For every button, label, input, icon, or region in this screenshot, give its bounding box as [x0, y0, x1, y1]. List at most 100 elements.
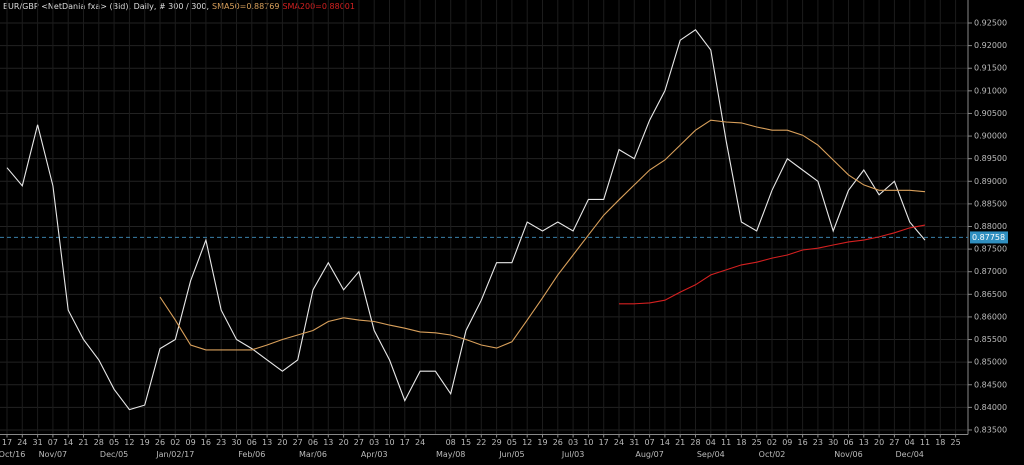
y-tick-label: 0.85500 — [974, 335, 1007, 344]
x-tick-label: 18 — [736, 438, 746, 447]
x-tick-label: 13 — [262, 438, 272, 447]
x-tick-label: 24 — [17, 438, 27, 447]
x-tick-label: 03 — [369, 438, 379, 447]
x-tick-label: 14 — [660, 438, 670, 447]
x-tick-label: 25 — [752, 438, 762, 447]
y-tick-label: 0.83500 — [974, 425, 1007, 434]
x-tick-label: 07 — [48, 438, 58, 447]
month-label: Nov/07 — [39, 450, 68, 459]
y-tick-label: 0.89500 — [974, 154, 1007, 163]
x-tick-label: 03 — [568, 438, 578, 447]
month-label: Dec/05 — [100, 450, 128, 459]
x-tick-label: 20 — [874, 438, 884, 447]
x-tick-label: 17 — [400, 438, 410, 447]
x-tick-label: 09 — [782, 438, 792, 447]
x-tick-label: 30 — [231, 438, 241, 447]
x-tick-label: 07 — [645, 438, 655, 447]
x-tick-label: 04 — [706, 438, 716, 447]
x-tick-label: 26 — [155, 438, 165, 447]
y-tick-label: 0.84500 — [974, 380, 1007, 389]
y-tick-label: 0.91000 — [974, 86, 1007, 95]
x-tick-label: 02 — [767, 438, 777, 447]
x-tick-label: 31 — [629, 438, 639, 447]
y-tick-label: 0.92500 — [974, 19, 1007, 28]
x-tick-label: 30 — [828, 438, 838, 447]
series-line — [159, 119, 926, 351]
x-tick-label: 16 — [201, 438, 211, 447]
month-label: Oct/02 — [759, 450, 786, 459]
x-tick-label: 24 — [614, 438, 624, 447]
month-label: Jun/05 — [498, 450, 524, 459]
y-tick-label: 0.88500 — [974, 199, 1007, 208]
x-tick-label: 21 — [78, 438, 88, 447]
x-tick-label: 11 — [920, 438, 930, 447]
x-tick-label: 25 — [951, 438, 961, 447]
x-tick-label: 29 — [492, 438, 502, 447]
y-tick-label: 0.86500 — [974, 290, 1007, 299]
x-tick-label: 15 — [461, 438, 471, 447]
x-tick-label: 06 — [843, 438, 853, 447]
x-tick-label: 31 — [33, 438, 43, 447]
chart-title: EUR/GBP <NetDania fxa> (Bid), Daily, # 3… — [3, 2, 355, 11]
x-tick-label: 26 — [553, 438, 563, 447]
legend-entry: SMA50=0.88769 — [212, 2, 279, 11]
x-tick-label: 17 — [599, 438, 609, 447]
x-tick-label: 21 — [675, 438, 685, 447]
x-tick-label: 11 — [721, 438, 731, 447]
x-tick-label: 27 — [354, 438, 364, 447]
month-label: Feb/06 — [238, 450, 265, 459]
month-label: Oct/16 — [0, 450, 25, 459]
x-tick-label: 24 — [415, 438, 425, 447]
x-tick-label: 27 — [293, 438, 303, 447]
month-label: Dec/04 — [896, 450, 924, 459]
month-label: Aug/07 — [635, 450, 664, 459]
month-label: Mar/06 — [299, 450, 327, 459]
x-tick-label: 23 — [216, 438, 226, 447]
x-tick-label: 20 — [339, 438, 349, 447]
month-label: May/08 — [436, 450, 465, 459]
y-tick-label: 0.90000 — [974, 132, 1007, 141]
x-tick-label: 13 — [859, 438, 869, 447]
y-tick-label: 0.88000 — [974, 222, 1007, 231]
month-label: Nov/06 — [834, 450, 863, 459]
x-tick-label: 02 — [170, 438, 180, 447]
x-tick-label: 16 — [798, 438, 808, 447]
series-line — [6, 29, 926, 411]
month-label: Apr/03 — [361, 450, 388, 459]
title-text: EUR/GBP <NetDania fxa> (Bid), Daily, # 3… — [3, 2, 209, 11]
x-tick-label: 12 — [522, 438, 532, 447]
last-price-label: 0.87758 — [972, 233, 1005, 242]
month-label: Sep/04 — [697, 450, 725, 459]
month-label: Jul/03 — [561, 450, 585, 459]
x-tick-label: 05 — [507, 438, 517, 447]
x-tick-label: 28 — [690, 438, 700, 447]
series-line — [619, 224, 926, 305]
x-tick-label: 10 — [583, 438, 593, 447]
x-tick-label: 18 — [935, 438, 945, 447]
x-tick-label: 20 — [277, 438, 287, 447]
x-tick-label: 04 — [905, 438, 915, 447]
x-tick-label: 09 — [186, 438, 196, 447]
x-tick-label: 10 — [384, 438, 394, 447]
x-tick-label: 28 — [94, 438, 104, 447]
y-tick-label: 0.90500 — [974, 109, 1007, 118]
x-tick-label: 05 — [109, 438, 119, 447]
x-tick-label: 27 — [889, 438, 899, 447]
x-tick-label: 19 — [140, 438, 150, 447]
y-tick-label: 0.87000 — [974, 267, 1007, 276]
y-tick-label: 0.86000 — [974, 312, 1007, 321]
y-tick-label: 0.89000 — [974, 177, 1007, 186]
y-tick-label: 0.92000 — [974, 41, 1007, 50]
y-tick-label: 0.85000 — [974, 358, 1007, 367]
y-tick-label: 0.91500 — [974, 64, 1007, 73]
y-tick-label: 0.87500 — [974, 245, 1007, 254]
x-tick-label: 08 — [446, 438, 456, 447]
x-tick-label: 22 — [476, 438, 486, 447]
x-tick-label: 23 — [813, 438, 823, 447]
x-tick-label: 17 — [2, 438, 12, 447]
x-tick-label: 06 — [247, 438, 257, 447]
x-tick-label: 06 — [308, 438, 318, 447]
x-tick-label: 14 — [63, 438, 73, 447]
